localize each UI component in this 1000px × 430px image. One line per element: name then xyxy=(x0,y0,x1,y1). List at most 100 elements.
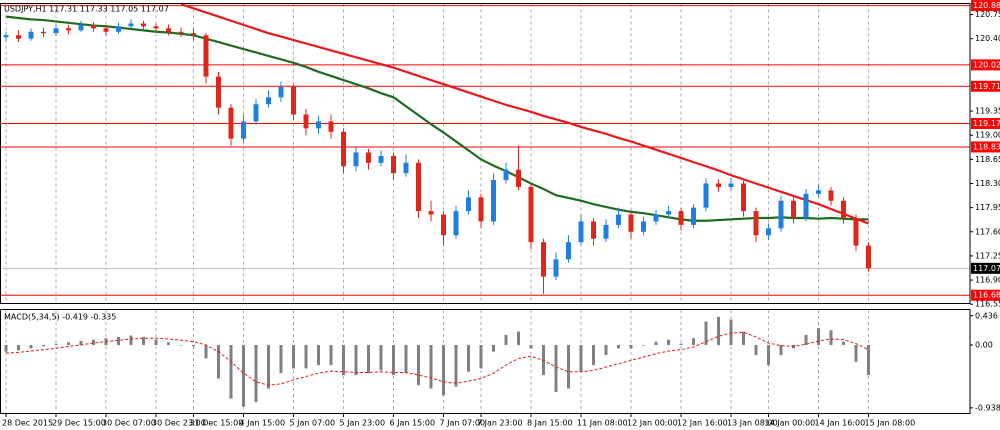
macd-bar xyxy=(654,341,658,345)
candle-body xyxy=(16,35,21,39)
price-line-label: 119.71 xyxy=(973,82,1000,91)
macd-bar xyxy=(304,344,308,369)
x-tick-label: 15 Jan 08:00 xyxy=(865,419,916,428)
macd-bar xyxy=(454,344,458,387)
candle-body xyxy=(791,200,796,218)
current-price-box xyxy=(971,262,1000,274)
y-tick-label: -0.938 xyxy=(975,403,1000,412)
x-tick-label: 7 Jan 23:00 xyxy=(477,419,523,428)
price-frame xyxy=(0,3,971,304)
macd-bar xyxy=(779,344,783,356)
price-line-label: 118.83 xyxy=(973,142,1000,151)
candle-body xyxy=(616,214,621,225)
candle-body xyxy=(216,76,221,108)
candle-body xyxy=(553,259,559,277)
candle-body xyxy=(91,24,96,29)
macd-bar xyxy=(267,344,270,389)
candle-body xyxy=(703,183,709,208)
candle-body xyxy=(591,221,596,239)
macd-bar xyxy=(692,338,695,345)
macd-bar xyxy=(92,339,95,345)
candle-body xyxy=(391,155,396,174)
candle-body xyxy=(203,35,209,77)
x-tick-label: 8 Jan 15:00 xyxy=(527,419,573,428)
macd-bar xyxy=(292,344,295,369)
x-tick-label: 6 Jan 15:00 xyxy=(390,419,436,428)
macd-bar xyxy=(279,344,283,374)
macd-bar xyxy=(592,344,595,366)
candle-body xyxy=(578,221,584,243)
macd-bar xyxy=(329,344,333,366)
candle-body xyxy=(303,114,309,129)
y-tick-label: 0.436 xyxy=(975,311,998,320)
y-tick-label: 119.00 xyxy=(975,131,1000,140)
y-tick-label: 116.90 xyxy=(975,276,1000,285)
macd-bar xyxy=(867,344,870,376)
candle-body xyxy=(541,242,546,277)
moving-average-line xyxy=(180,3,869,225)
candle-body xyxy=(228,107,234,139)
candle-body xyxy=(153,26,159,29)
y-tick-label: 117.95 xyxy=(975,203,1000,212)
macd-bar xyxy=(504,334,508,345)
candle-body xyxy=(528,186,534,243)
y-tick-label: 119.35 xyxy=(975,107,1000,116)
candle-body xyxy=(128,23,134,27)
candle-body xyxy=(166,28,171,32)
price-line-label-box xyxy=(971,118,1000,129)
macd-bar xyxy=(492,344,495,352)
x-tick-label: 14 Jan 16:00 xyxy=(815,419,866,428)
macd-bar xyxy=(242,344,245,407)
macd-bar xyxy=(217,344,220,379)
x-tick-label: 11 Jan 08:00 xyxy=(577,419,628,428)
y-tick-label: 118.30 xyxy=(975,179,1000,188)
price-line-label-box xyxy=(971,141,1000,153)
macd-bar xyxy=(579,344,583,372)
macd-bar xyxy=(629,344,633,349)
candle-body xyxy=(453,211,459,236)
price-line-label: 120.02 xyxy=(973,60,1000,69)
price-line-label: 119.17 xyxy=(973,119,1000,128)
candle-body xyxy=(103,28,109,32)
candle-body xyxy=(691,207,696,225)
candle-body xyxy=(141,23,146,27)
macd-bar xyxy=(704,321,708,345)
candle-body xyxy=(78,24,84,31)
price-line-label-box xyxy=(971,80,1000,92)
candle-body xyxy=(803,193,809,218)
candle-body xyxy=(416,162,421,212)
y-tick-label: 0.00 xyxy=(975,340,993,349)
macd-bar xyxy=(667,339,670,345)
candle-body xyxy=(753,211,759,236)
macd-bar xyxy=(67,342,70,345)
candle-body xyxy=(3,35,9,38)
x-tick-label: 28 Dec 2015 xyxy=(2,419,53,428)
candle-body xyxy=(278,86,284,98)
current-price-label: 117.07 xyxy=(973,264,1000,273)
candle-body xyxy=(678,211,684,225)
candle-body xyxy=(766,228,771,236)
y-tick-label: 118.65 xyxy=(975,155,1000,164)
candle-body xyxy=(478,197,484,222)
price-line-label: 116.68 xyxy=(973,291,1000,300)
macd-bar xyxy=(804,334,808,345)
candle-body xyxy=(441,214,446,236)
candle-body xyxy=(266,97,271,105)
candle-body xyxy=(828,190,834,201)
candle-body xyxy=(178,31,184,34)
macd-bar xyxy=(42,344,45,347)
macd-bar xyxy=(204,344,208,359)
x-tick-label: 13 Jan 08:00 xyxy=(727,419,778,428)
macd-bar xyxy=(842,341,845,345)
x-tick-label: 14 Jan 00:00 xyxy=(765,419,816,428)
macd-bar xyxy=(817,328,820,345)
candle-body xyxy=(41,31,46,34)
candle-body xyxy=(191,33,196,36)
macd-bar xyxy=(442,344,445,396)
candle-body xyxy=(241,121,246,139)
macd-bar xyxy=(117,336,120,345)
macd-bar xyxy=(554,344,558,392)
